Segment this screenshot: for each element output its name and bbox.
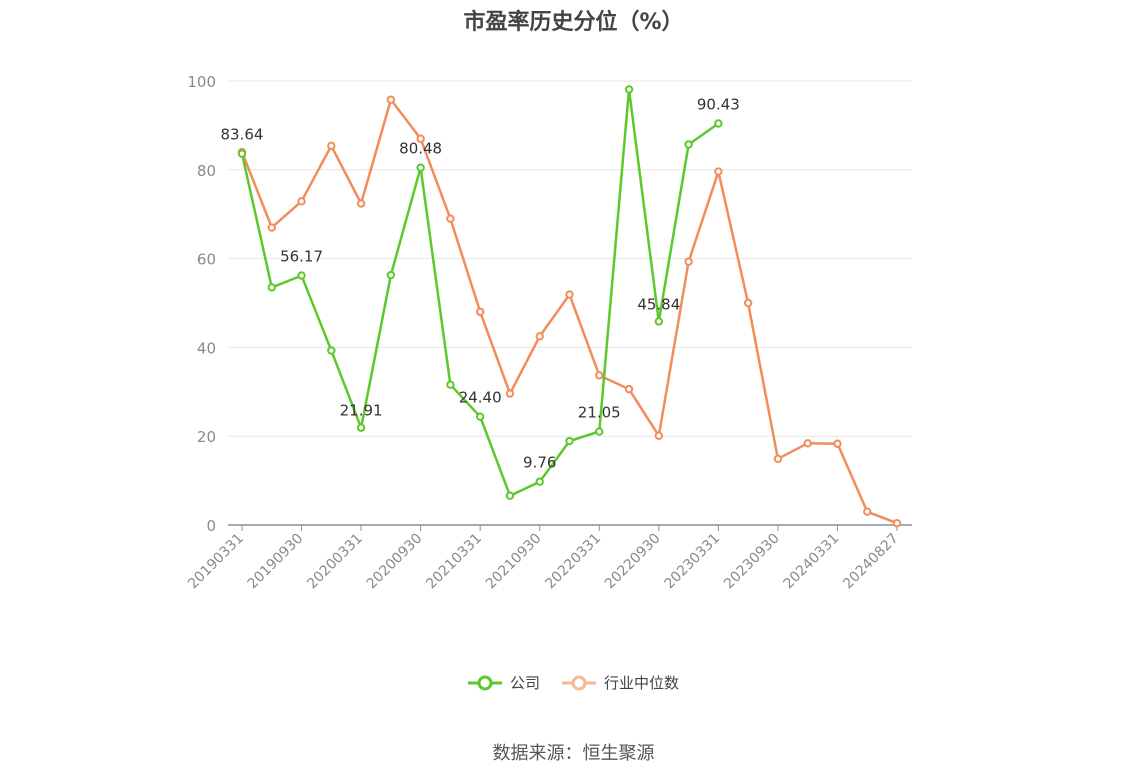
x-tick-label-20190331: 20190331 <box>185 531 247 593</box>
data-label-20190930: 56.17 <box>280 248 323 266</box>
industry-point-20200930 <box>416 134 425 143</box>
industry-point-20220930 <box>654 431 664 440</box>
industry-point-20240827 <box>892 519 902 528</box>
legend-item-industry-median[interactable]: 行业中位数 <box>562 672 679 693</box>
industry-point-20230331 <box>714 167 723 176</box>
industry-point-20210331 <box>475 307 485 317</box>
company-point-20191231 <box>327 346 336 355</box>
industry-point-20230630 <box>743 298 753 308</box>
company-point-20200930 <box>416 163 425 172</box>
x-tick-label-20240827: 20240827 <box>840 531 902 593</box>
data-label-20220930: 45.84 <box>637 295 680 313</box>
industry-point-20210630 <box>505 389 515 398</box>
series-line-company <box>240 88 720 497</box>
data-label-20230331: 90.43 <box>697 95 740 113</box>
data-label-20210930: 9.76 <box>523 454 556 472</box>
company-point-20190630 <box>267 283 276 292</box>
company-point-20210331 <box>475 412 485 421</box>
y-tick-label-80: 80 <box>197 162 216 180</box>
industry-point-20220331 <box>595 371 604 380</box>
legend: 公司 行业中位数 <box>0 672 1147 693</box>
x-tick-label-20230930: 20230930 <box>721 531 783 593</box>
company-point-20230331 <box>714 119 723 128</box>
industry-point-20231231 <box>803 439 812 448</box>
industry-point-20240331 <box>833 439 842 448</box>
x-tick-label-20230331: 20230331 <box>661 531 723 593</box>
industry-point-20190930 <box>297 197 306 206</box>
axes: 0 20 40 60 80 100 2019033120190930202003312020… <box>185 73 912 592</box>
industry-point-20191231 <box>327 141 336 151</box>
series-line-industry-median <box>240 98 898 525</box>
company-point-20200630 <box>386 270 396 280</box>
x-tick-label-20210331: 20210331 <box>423 531 485 593</box>
legend-industry-label: 行业中位数 <box>604 674 680 692</box>
company-point-20220930 <box>654 317 664 326</box>
x-tick-label-20190930: 20190930 <box>245 531 307 593</box>
company-point-20201231 <box>446 380 455 389</box>
industry-point-20220630 <box>624 384 634 394</box>
industry-point-20230930 <box>773 454 783 464</box>
industry-point-20210930 <box>535 332 544 341</box>
y-tick-label-0: 0 <box>206 517 216 535</box>
company-point-20221231 <box>684 140 693 149</box>
series-lines <box>237 85 902 528</box>
company-point-20211231 <box>565 436 574 446</box>
legend-company-marker-icon <box>467 675 502 690</box>
y-tick-label-40: 40 <box>197 339 216 357</box>
data-label-20220331: 21.05 <box>578 404 621 422</box>
chart-title: 市盈率历史分位（%） <box>463 10 684 35</box>
data-labels: 83.64 56.17 21.91 80.48 24.40 9.76 21.05 45.84 9… <box>221 95 740 471</box>
industry-point-20190630 <box>267 223 276 232</box>
data-label-20190331: 83.64 <box>221 126 264 144</box>
company-point-20220630 <box>624 85 634 94</box>
x-tick-label-20210930: 20210930 <box>483 531 545 593</box>
x-tick-label-20240331: 20240331 <box>781 531 843 593</box>
x-tick-label-20200930: 20200930 <box>364 531 426 593</box>
company-point-20220331 <box>595 427 604 436</box>
industry-point-20211231 <box>565 290 574 299</box>
data-label-20200331: 21.91 <box>340 402 383 420</box>
industry-point-20201231 <box>446 214 455 223</box>
data-label-20210331: 24.40 <box>459 389 502 407</box>
y-tick-label-60: 60 <box>197 251 216 269</box>
x-tick-label-20220930: 20220930 <box>602 531 664 593</box>
industry-point-20221231 <box>684 257 693 266</box>
data-source-note: 数据来源：恒生聚源 <box>492 743 655 764</box>
legend-company-label: 公司 <box>509 674 540 692</box>
y-tick-label-20: 20 <box>197 428 216 446</box>
company-point-20190331 <box>237 149 247 158</box>
legend-item-company[interactable]: 公司 <box>467 672 540 693</box>
company-point-20190930 <box>297 271 306 280</box>
industry-point-20200331 <box>356 199 366 208</box>
industry-point-20200630 <box>386 95 396 104</box>
industry-point-20240630 <box>863 507 872 516</box>
data-label-20200930: 80.48 <box>399 140 442 158</box>
company-point-20210630 <box>505 491 515 500</box>
x-tick-label-20200331: 20200331 <box>304 531 366 593</box>
y-tick-label-100: 100 <box>187 73 216 91</box>
legend-industry-marker-icon <box>562 675 596 690</box>
company-point-20210930 <box>535 477 544 486</box>
grid-lines <box>228 80 912 437</box>
company-point-20200331 <box>356 423 366 432</box>
x-tick-label-20220331: 20220331 <box>542 531 604 593</box>
